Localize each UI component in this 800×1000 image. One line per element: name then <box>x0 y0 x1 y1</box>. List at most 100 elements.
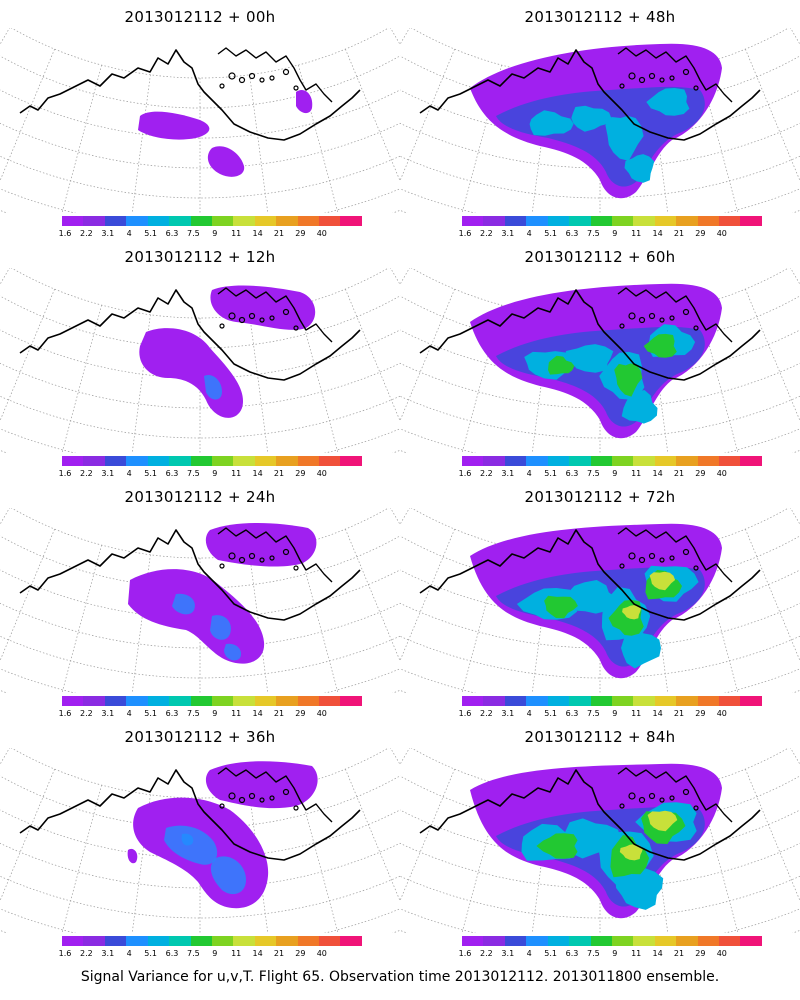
variance-cell <box>605 115 644 161</box>
variance-core <box>204 374 222 400</box>
map-panel-36h: 2013012112 + 36h 1.6 2.2 3.1 4 5.1 6.3 7.5 9 11 1… <box>0 720 400 960</box>
variance-region <box>128 569 265 664</box>
colorbar-label: 11 <box>631 709 642 718</box>
colorbar-label: 3.1 <box>101 229 115 238</box>
colorbar-label: 7.5 <box>187 949 200 958</box>
colorbar-label: 6.3 <box>165 469 179 478</box>
colorbar-label: 9 <box>612 709 618 718</box>
colorbar-swatch <box>547 936 570 946</box>
map-layer <box>0 28 400 213</box>
island-outline <box>619 563 625 569</box>
longitude-line <box>400 768 455 902</box>
latitude-line <box>400 395 800 439</box>
colorbar-swatch <box>62 936 84 946</box>
colorbar-swatch <box>547 456 570 466</box>
map-layer <box>0 508 400 693</box>
colorbar-swatch <box>740 456 762 466</box>
colorbar-label: 5.1 <box>544 469 557 478</box>
colorbar-swatch <box>211 696 234 706</box>
colorbar <box>462 936 762 946</box>
variance-cell <box>619 844 644 861</box>
colorbar-label: 21 <box>673 469 685 478</box>
colorbar-swatch <box>740 696 762 706</box>
colorbar-label: 1.6 <box>458 469 472 478</box>
colorbar-swatch <box>104 456 127 466</box>
colorbar-swatch <box>254 696 277 706</box>
island-outline <box>682 788 690 796</box>
colorbar-label: 4 <box>526 949 532 958</box>
island-outline <box>638 556 646 564</box>
colorbar-label: 6.3 <box>565 709 579 718</box>
colorbar-swatch <box>169 936 191 946</box>
colorbar <box>62 696 362 706</box>
colorbar-label: 21 <box>273 949 285 958</box>
island-outline <box>293 565 299 571</box>
island-outline <box>282 548 290 556</box>
colorbar-label: 2.2 <box>480 949 493 958</box>
coastline <box>617 47 733 103</box>
island-outline <box>619 83 625 89</box>
colorbar-label: 14 <box>252 229 263 238</box>
colorbar-swatch <box>276 936 298 946</box>
map-canvas <box>0 748 400 933</box>
coastline <box>19 49 361 141</box>
colorbar-swatch <box>126 696 148 706</box>
latitude-line <box>0 55 400 109</box>
colorbar-label: 29 <box>295 229 306 238</box>
colorbar-label: 1.6 <box>58 229 72 238</box>
coastline <box>217 47 333 103</box>
colorbar-swatch <box>676 696 698 706</box>
colorbar-label: 9 <box>212 229 218 238</box>
island-outline <box>259 557 265 563</box>
colorbar-label: 7.5 <box>187 229 200 238</box>
colorbar-swatch <box>254 456 277 466</box>
colorbar-label: 29 <box>695 709 706 718</box>
colorbar-swatch <box>211 216 234 226</box>
colorbar-label: 29 <box>295 469 306 478</box>
colorbar-label: 3.1 <box>501 709 515 718</box>
island-outline <box>282 788 290 796</box>
map-canvas <box>400 748 800 933</box>
colorbar-swatch <box>697 696 720 706</box>
colorbar-label: 21 <box>273 709 285 718</box>
colorbar-label: 5.1 <box>144 229 157 238</box>
colorbar-label: 2.2 <box>80 469 93 478</box>
colorbar-swatch <box>740 216 762 226</box>
colorbar-label: 2.2 <box>480 229 493 238</box>
variance-cell <box>649 571 676 591</box>
colorbar-label: 6.3 <box>565 229 579 238</box>
colorbar-label: 2.2 <box>80 229 93 238</box>
longitude-line <box>745 768 800 902</box>
longitude-line <box>61 65 102 213</box>
longitude-line <box>61 785 102 933</box>
panel-title: 2013012112 + 60h <box>524 248 676 266</box>
island-outline <box>638 316 646 324</box>
colorbar-label: 3.1 <box>501 949 515 958</box>
longitude-line <box>390 268 400 286</box>
longitude-line <box>400 508 410 526</box>
coastline <box>19 769 361 861</box>
island-outline <box>259 797 265 803</box>
colorbar-label: 2.2 <box>480 469 493 478</box>
colorbar-swatch <box>211 456 234 466</box>
colorbar-label: 14 <box>252 469 263 478</box>
colorbar-swatch <box>83 936 105 946</box>
latitude-line <box>10 508 390 559</box>
longitude-line <box>0 268 10 286</box>
colorbar-label: 6.3 <box>565 469 579 478</box>
colorbar-label: 21 <box>673 949 685 958</box>
panel-title: 2013012112 + 24h <box>124 488 276 506</box>
colorbar-swatch <box>462 936 484 946</box>
colorbar-label: 7.5 <box>587 469 600 478</box>
colorbar-label: 21 <box>673 229 685 238</box>
map-canvas <box>400 268 800 453</box>
colorbar-swatch <box>340 936 362 946</box>
colorbar-swatch <box>569 456 591 466</box>
longitude-line <box>390 28 400 46</box>
variance-cell <box>615 868 664 910</box>
variance-region <box>127 848 138 864</box>
colorbar-swatch <box>297 216 320 226</box>
colorbar-label: 3.1 <box>501 229 515 238</box>
colorbar-label: 1.6 <box>458 709 472 718</box>
variance-core <box>172 593 195 615</box>
